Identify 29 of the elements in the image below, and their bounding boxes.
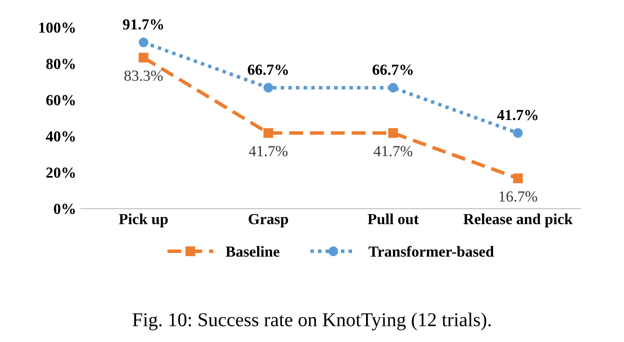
point	[513, 173, 523, 184]
point	[138, 52, 148, 62]
data-label: 83.3%	[124, 70, 163, 81]
y-tick-label: 40%	[46, 131, 75, 142]
data-label: 66.7%	[248, 64, 288, 75]
data-label: 41.7%	[374, 146, 412, 156]
data-label: 41.7%	[248, 146, 288, 156]
x-tick-label: Grasp	[248, 214, 288, 228]
point	[263, 82, 274, 93]
legend-label: Baseline	[226, 246, 280, 257]
x-tick-label: Release and pick	[463, 213, 573, 228]
y-tick-label: 80%	[46, 58, 75, 70]
y-tick-label: 100%	[39, 22, 75, 33]
y-tick-label: 60%	[46, 95, 75, 106]
point	[388, 82, 398, 93]
data-label: 66.7%	[372, 64, 413, 75]
caption: Fig. 10: Success rate on KnotTying (12 trials).	[132, 312, 491, 330]
point	[263, 128, 274, 138]
data-label: 41.7%	[497, 110, 538, 120]
point	[138, 38, 148, 48]
x-tick-label: Pull out	[368, 213, 419, 224]
x-tick-label: Pick up	[118, 213, 168, 228]
data-label: 91.7%	[122, 19, 164, 30]
y-tick-label: 20%	[46, 168, 75, 178]
point	[513, 128, 523, 138]
point	[388, 128, 398, 138]
data-label: 16.7%	[500, 191, 538, 202]
y-tick-label: 0%	[54, 204, 75, 214]
legend-label: Transformer-based	[368, 246, 494, 257]
